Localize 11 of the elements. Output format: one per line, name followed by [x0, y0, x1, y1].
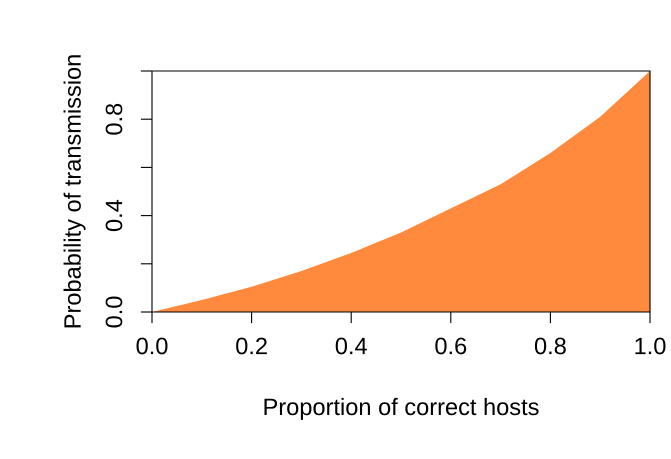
x-tick-label: 0.2 — [236, 338, 267, 354]
x-tick-label: 0.8 — [534, 338, 566, 354]
x-tick-label: 1.0 — [635, 338, 666, 354]
x-tick-label: 0.6 — [435, 338, 466, 354]
y-axis-title: Probability of transmission — [64, 55, 86, 328]
y-tick-label: 0.8 — [106, 104, 122, 135]
x-tick-label: 0.4 — [336, 338, 367, 354]
x-axis-title: Proportion of correct hosts — [264, 398, 539, 420]
y-tick-label: 0.0 — [106, 296, 122, 328]
y-tick-label: 0.4 — [106, 200, 122, 232]
x-tick-label: 0.0 — [136, 338, 168, 354]
